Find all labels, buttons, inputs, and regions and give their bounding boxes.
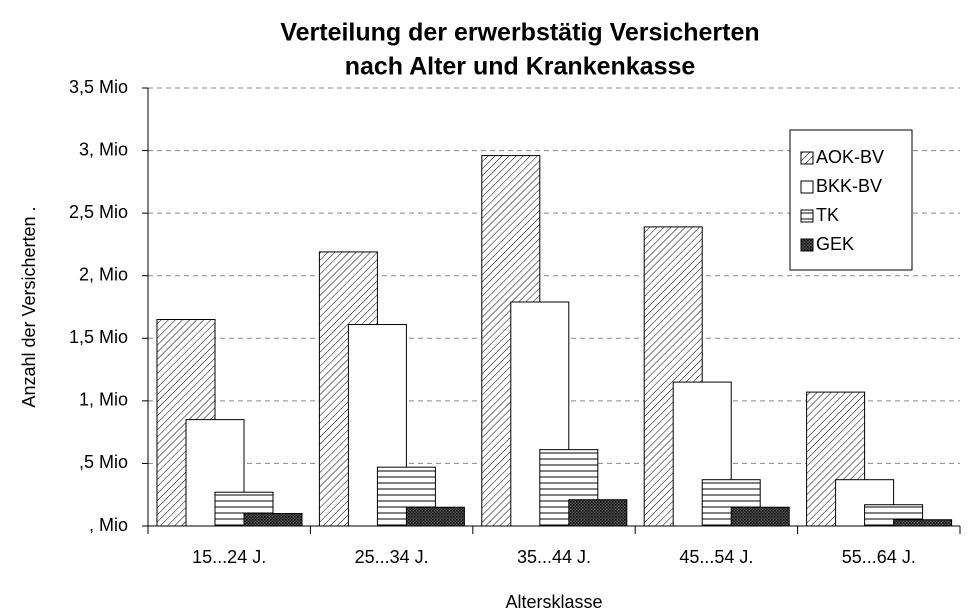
y-tick-label: , Mio [89,515,128,535]
legend-swatch [800,238,814,252]
y-tick-label: 2,5 Mio [69,202,128,222]
legend-swatch [800,151,814,165]
y-tick-label: 1, Mio [79,390,128,410]
legend-swatch [800,180,814,194]
bar [568,499,628,527]
legend-label: AOK-BV [816,147,884,167]
y-tick-label: 1,5 Mio [69,327,128,347]
legend-label: TK [816,205,839,225]
x-tick-label: 45...54 J. [679,547,753,567]
y-tick-label: ,5 Mio [79,452,128,472]
y-tick-label: 3, Mio [79,139,128,159]
bar [243,512,303,527]
legend-swatch [800,209,814,223]
bar [405,506,465,527]
x-tick-label: 15...24 J. [192,547,266,567]
legend-label: BKK-BV [816,176,882,196]
x-axis-label: Altersklasse [505,592,602,612]
x-tick-label: 35...44 J. [517,547,591,567]
bar [893,519,953,527]
y-tick-label: 3,5 Mio [69,77,128,97]
chart-title: Verteilung der erwerbstätig Versicherten [280,19,759,47]
x-tick-label: 25...34 J. [355,547,429,567]
bar [730,506,790,527]
x-tick-label: 55...64 J. [842,547,916,567]
legend-label: GEK [816,234,854,254]
y-tick-label: 2, Mio [79,264,128,284]
chart-title: nach Alter und Krankenkasse [345,53,696,81]
y-axis-label: Anzahl der Versicherten . [19,206,39,407]
